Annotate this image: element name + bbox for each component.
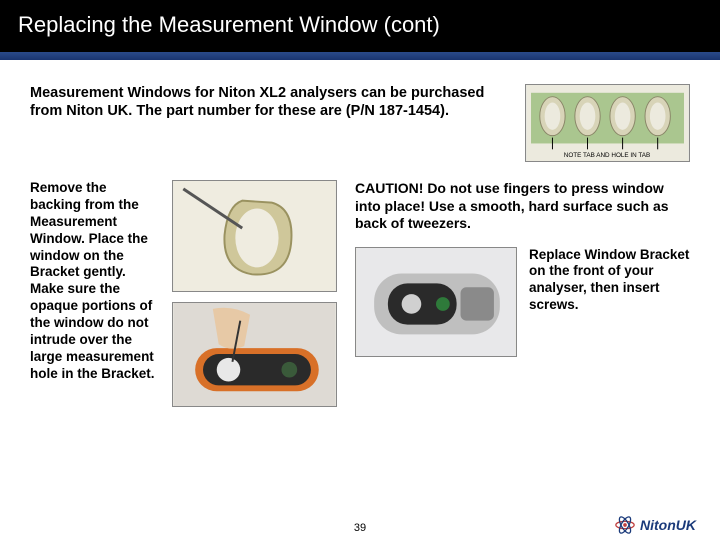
right-column: CAUTION! Do not use fingers to press win… [349,180,690,407]
replace-text: Replace Window Bracket on the front of y… [529,247,690,315]
image-reinstall-bracket [355,247,517,357]
image-single-gasket [172,180,337,292]
brand-logo: NitonUK [614,514,696,536]
title-underline-stripe [0,52,720,60]
mid-row: Remove the backing from the Measurement … [30,180,690,407]
caution-text: CAUTION! Do not use fingers to press win… [355,180,690,233]
image-note-label: NOTE TAB AND HOLE IN TAB [564,152,650,159]
image-gaskets-row: NOTE TAB AND HOLE IN TAB [525,84,690,162]
left-instruction-text: Remove the backing from the Measurement … [30,180,160,407]
single-gasket-illustration [173,181,336,291]
logo-text: NitonUK [640,517,696,533]
slide-footer: 39 [0,522,720,534]
slide-title: Replacing the Measurement Window (cont) [18,12,440,37]
page-number: 39 [354,522,366,534]
intro-text: Measurement Windows for Niton XL2 analys… [30,84,511,162]
reinstall-illustration [356,248,516,356]
intro-row: Measurement Windows for Niton XL2 analys… [30,84,690,162]
image-bracket-press [172,302,337,407]
gaskets-illustration: NOTE TAB AND HOLE IN TAB [526,85,689,161]
bracket-press-illustration [173,303,336,406]
slide-title-bar: Replacing the Measurement Window (cont) [0,0,720,52]
slide-content: Measurement Windows for Niton XL2 analys… [0,60,720,500]
mid-images-column [172,180,337,407]
bottom-row: Replace Window Bracket on the front of y… [355,247,690,357]
logo-burst-icon [614,514,636,536]
